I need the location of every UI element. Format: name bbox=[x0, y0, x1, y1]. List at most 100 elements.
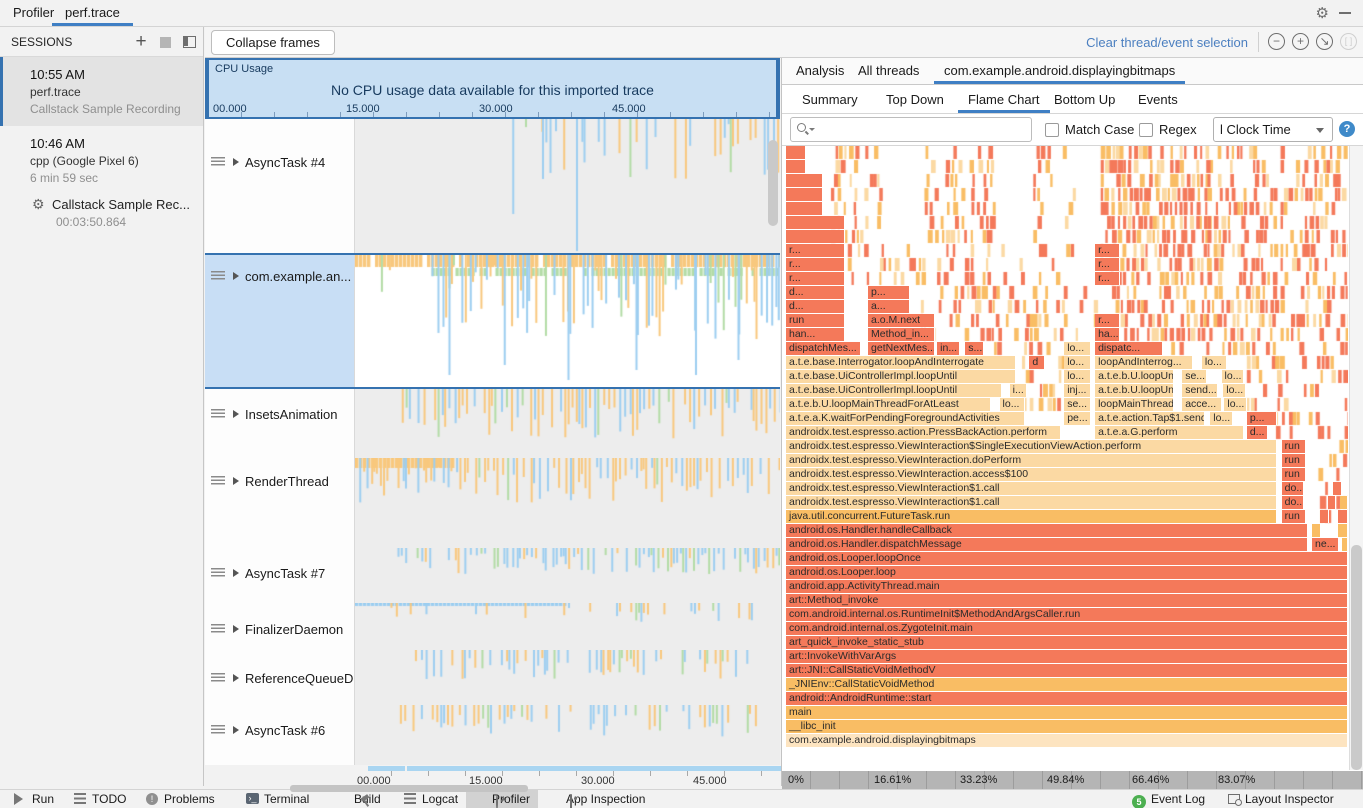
flame-frame[interactable] bbox=[1338, 524, 1348, 537]
drag-handle-icon[interactable] bbox=[211, 157, 225, 167]
help-icon[interactable]: ? bbox=[1339, 121, 1355, 137]
statusbar-item-problems[interactable]: !Problems bbox=[140, 790, 223, 808]
flame-frame[interactable]: p... bbox=[868, 286, 910, 299]
thread-row[interactable]: AsyncTask #7 bbox=[205, 548, 780, 603]
thread-activity-chart[interactable] bbox=[355, 603, 780, 650]
flame-frame[interactable]: do... bbox=[1282, 482, 1304, 495]
flame-frame[interactable]: com.android.internal.os.RuntimeInit$Meth… bbox=[786, 608, 1348, 621]
search-options-caret-icon[interactable] bbox=[809, 128, 815, 131]
search-box[interactable] bbox=[790, 117, 1032, 142]
thread-activity-chart[interactable] bbox=[355, 548, 780, 603]
flame-frame[interactable]: _JNIEnv::CallStaticVoidMethod bbox=[786, 678, 1348, 691]
flame-frame[interactable]: a.t.e.a.K.waitForPendingForegroundActivi… bbox=[786, 412, 1025, 425]
match-case-checkbox[interactable] bbox=[1045, 123, 1059, 137]
flame-frame[interactable] bbox=[1338, 510, 1348, 523]
statusbar-item-layout-inspector[interactable]: Layout Inspector bbox=[1228, 790, 1334, 808]
regex-checkbox[interactable] bbox=[1139, 123, 1153, 137]
thread-activity-chart[interactable] bbox=[355, 255, 780, 387]
flame-frame[interactable]: android.os.Looper.loopOnce bbox=[786, 552, 1348, 565]
flame-frame[interactable]: run bbox=[1282, 454, 1306, 467]
thread-activity-chart[interactable] bbox=[355, 458, 780, 548]
flame-frame[interactable]: java.util.concurrent.FutureTask.run bbox=[786, 510, 1277, 523]
flame-frame[interactable]: dispatc... bbox=[1095, 342, 1162, 355]
drag-handle-icon[interactable] bbox=[211, 624, 225, 634]
stop-session-icon[interactable] bbox=[160, 37, 171, 48]
expand-arrow-icon[interactable] bbox=[233, 158, 239, 166]
expand-arrow-icon[interactable] bbox=[233, 569, 239, 577]
subtab-top-down[interactable]: Top Down bbox=[876, 86, 954, 113]
flame-frame[interactable]: Method_in... bbox=[868, 328, 935, 341]
analysis-tab-com-example-android-displayingbitmaps[interactable]: com.example.android.displayingbitmaps bbox=[934, 58, 1185, 84]
flame-frame[interactable]: lo... bbox=[1064, 356, 1091, 369]
flame-frame[interactable]: se... bbox=[1064, 398, 1091, 411]
subtab-bottom-up[interactable]: Bottom Up bbox=[1044, 86, 1125, 113]
flame-frame[interactable]: lo... bbox=[1000, 398, 1025, 411]
flame-frame[interactable]: ha... bbox=[1095, 328, 1120, 341]
statusbar-item-logcat[interactable]: Logcat bbox=[398, 790, 466, 808]
flame-frame[interactable]: r... bbox=[786, 258, 845, 271]
flame-frame[interactable] bbox=[1333, 482, 1342, 495]
thread-row[interactable]: ReferenceQueueD bbox=[205, 650, 780, 705]
flame-frame[interactable]: in... bbox=[937, 342, 959, 355]
thread-row[interactable]: com.example.an... bbox=[205, 253, 780, 389]
flame-frame[interactable]: android.os.Looper.loop bbox=[786, 566, 1348, 579]
flame-frame[interactable]: androidx.test.espresso.ViewInteraction$S… bbox=[786, 440, 1277, 453]
flame-frame[interactable]: d... bbox=[786, 300, 845, 313]
expand-arrow-icon[interactable] bbox=[233, 674, 239, 682]
session-item-cpp[interactable]: 10:46 AM cpp (Google Pixel 6) 6 min 59 s… bbox=[0, 126, 203, 239]
flame-frame[interactable]: androidx.test.espresso.ViewInteraction$1… bbox=[786, 482, 1277, 495]
flame-frame[interactable] bbox=[1320, 510, 1329, 523]
flame-frame[interactable]: lo... bbox=[1223, 384, 1245, 397]
flame-frame[interactable] bbox=[1328, 496, 1336, 509]
flame-frame[interactable]: r... bbox=[786, 244, 845, 257]
flame-frame[interactable]: r... bbox=[1095, 258, 1120, 271]
flame-frame[interactable]: r... bbox=[1095, 244, 1120, 257]
flame-frame[interactable] bbox=[786, 174, 823, 187]
thread-name-cell[interactable]: FinalizerDaemon bbox=[205, 603, 355, 650]
flame-frame[interactable]: acce... bbox=[1182, 398, 1221, 411]
flame-frame[interactable]: a.t.e.b.U.loopUntil bbox=[1095, 384, 1174, 397]
flame-frame[interactable] bbox=[786, 202, 823, 215]
thread-activity-chart[interactable] bbox=[355, 650, 780, 705]
flame-frame[interactable]: android.os.Handler.handleCallback bbox=[786, 524, 1308, 537]
expand-arrow-icon[interactable] bbox=[233, 726, 239, 734]
flame-frame[interactable]: android.app.ActivityThread.main bbox=[786, 580, 1348, 593]
drag-handle-icon[interactable] bbox=[211, 271, 225, 281]
flame-frame[interactable]: androidx.test.espresso.ViewInteraction.d… bbox=[786, 454, 1277, 467]
flame-frame[interactable]: lo... bbox=[1202, 356, 1227, 369]
flame-frame[interactable]: a.o.M.next bbox=[868, 314, 935, 327]
flame-frame[interactable]: a.t.e.base.UiControllerImpl.loopUntil bbox=[786, 384, 1002, 397]
flame-frame[interactable]: han... bbox=[786, 328, 845, 341]
thread-row[interactable]: FinalizerDaemon bbox=[205, 603, 780, 650]
drag-handle-icon[interactable] bbox=[211, 568, 225, 578]
collapse-frames-button[interactable]: Collapse frames bbox=[211, 30, 335, 55]
thread-row[interactable]: AsyncTask #6 bbox=[205, 705, 780, 765]
flame-frame[interactable]: run bbox=[1282, 468, 1306, 481]
flame-frame[interactable] bbox=[786, 160, 806, 173]
add-session-icon[interactable]: + bbox=[131, 31, 151, 53]
thread-name-cell[interactable]: AsyncTask #6 bbox=[205, 705, 355, 765]
subtab-flame-chart[interactable]: Flame Chart bbox=[958, 86, 1050, 113]
reset-zoom-icon[interactable]: ↘ bbox=[1316, 33, 1333, 50]
flame-frame[interactable]: ne... bbox=[1312, 538, 1339, 551]
thread-name-cell[interactable]: InsetsAnimation bbox=[205, 389, 355, 458]
flame-frame[interactable]: a.t.e.b.U.loopUntil bbox=[1095, 370, 1174, 383]
statusbar-item-terminal[interactable]: ›_Terminal bbox=[240, 790, 317, 808]
expand-arrow-icon[interactable] bbox=[233, 625, 239, 633]
clock-type-dropdown[interactable]: l Clock Time bbox=[1213, 117, 1333, 142]
flame-scrollbar-thumb[interactable] bbox=[1351, 545, 1362, 770]
thread-name-cell[interactable]: ReferenceQueueD bbox=[205, 650, 355, 705]
thread-row[interactable]: InsetsAnimation bbox=[205, 389, 780, 458]
statusbar-item-app-inspection[interactable]: App Inspection bbox=[540, 790, 653, 808]
flame-frame[interactable]: art::JNI::CallStaticVoidMethodV bbox=[786, 664, 1348, 677]
thread-name-cell[interactable]: AsyncTask #4 bbox=[205, 119, 355, 253]
thread-name-cell[interactable]: RenderThread bbox=[205, 458, 355, 548]
cpu-usage-banner[interactable]: CPU Usage No CPU usage data available fo… bbox=[205, 58, 780, 119]
flame-frame[interactable]: android.os.Handler.dispatchMessage bbox=[786, 538, 1308, 551]
analysis-tab-analysis[interactable]: Analysis bbox=[786, 58, 854, 84]
flame-frame[interactable]: a.t.e.action.Tap$1.sendTap bbox=[1095, 412, 1205, 425]
flame-frame[interactable]: com.android.internal.os.ZygoteInit.main bbox=[786, 622, 1348, 635]
flame-frame[interactable]: r... bbox=[1095, 314, 1120, 327]
flame-frame[interactable]: se... bbox=[1182, 370, 1207, 383]
flame-frame[interactable]: a.t.e.base.Interrogator.loopAndInterroga… bbox=[786, 356, 1016, 369]
